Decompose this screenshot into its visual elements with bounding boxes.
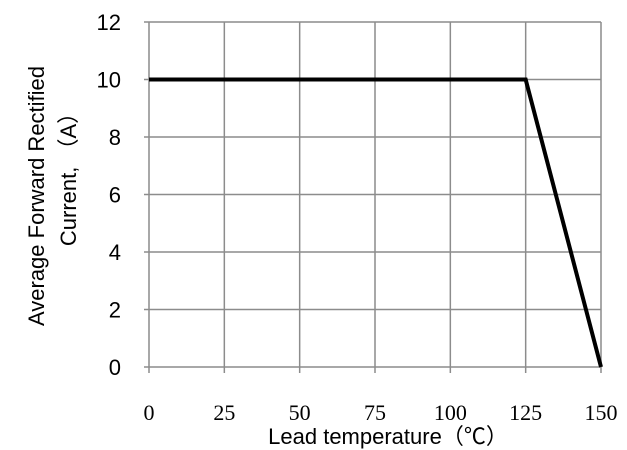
y-axis-title-line-2: Current, （A） (56, 102, 81, 246)
y-tick-label: 12 (97, 10, 121, 35)
y-tick-label: 0 (109, 355, 121, 380)
y-tick-label: 8 (109, 125, 121, 150)
y-tick-label: 10 (97, 68, 121, 93)
y-tick-label: 6 (109, 183, 121, 208)
y-tick-label: 4 (109, 240, 121, 265)
y-axis-title-line-1: Average Forward Rectified (24, 66, 49, 326)
x-tick-label: 0 (144, 400, 155, 425)
x-tick-label: 50 (289, 400, 311, 425)
x-axis-ticks: 0 25 50 75 100 125 150 (144, 367, 618, 425)
y-axis-ticks: 0 2 4 6 8 10 12 (97, 10, 149, 380)
x-tick-label: 25 (213, 400, 235, 425)
grid (148, 21, 602, 368)
y-tick-label: 2 (109, 298, 121, 323)
series-layer (149, 77, 603, 368)
x-tick-label: 100 (434, 400, 467, 425)
x-tick-label: 150 (585, 400, 618, 425)
x-tick-label: 125 (509, 400, 542, 425)
x-axis-title: Lead temperature（℃） (268, 424, 508, 449)
x-tick-label: 75 (364, 400, 386, 425)
series-line (149, 77, 603, 368)
y-axis-title: Average Forward Rectified Current, （A） (24, 66, 81, 326)
